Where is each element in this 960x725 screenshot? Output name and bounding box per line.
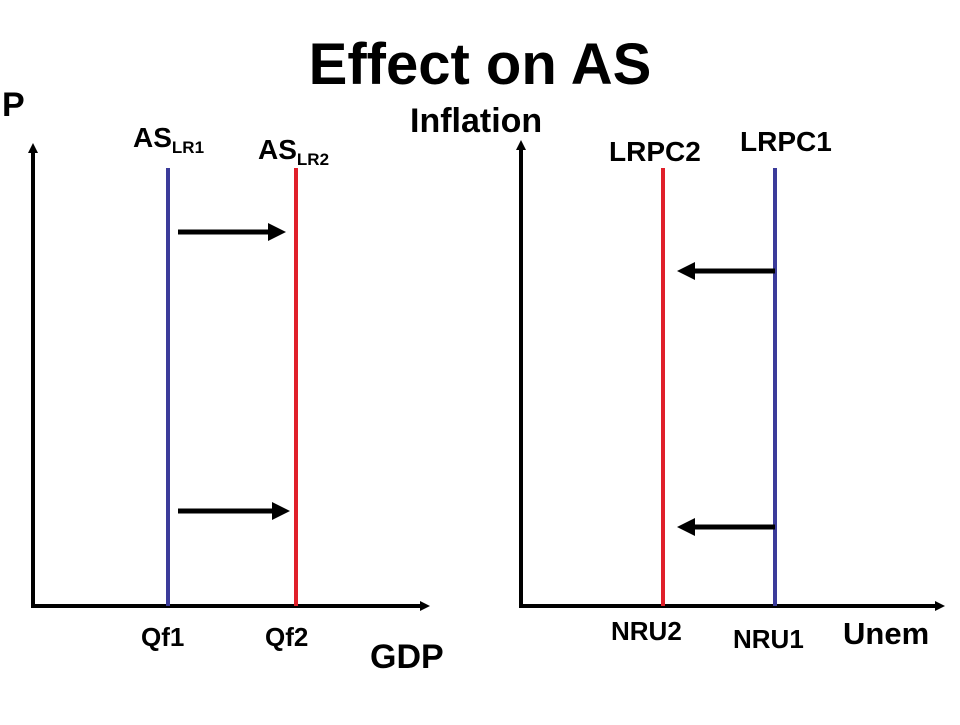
page-title: Effect on AS	[308, 32, 652, 97]
as-lr2-name: AS	[258, 134, 297, 165]
as-lr1-label: ASLR1	[133, 122, 204, 157]
as-lr1-subscript: LR1	[171, 138, 205, 157]
tick-nru2: NRU2	[611, 616, 682, 646]
as-lr1-name: AS	[133, 122, 172, 153]
right-y-axis-label: Inflation	[410, 102, 543, 140]
as-lr2-label: ASLR2	[258, 134, 329, 169]
lrpc2-label: LRPC2	[609, 136, 701, 167]
left-x-axis-label: GDP	[370, 638, 444, 676]
tick-nru1: NRU1	[733, 624, 804, 654]
right-x-axis-label: Unem	[843, 616, 930, 651]
lrpc1-label: LRPC1	[740, 126, 832, 157]
tick-qf1: Qf1	[141, 622, 185, 652]
tick-qf2: Qf2	[265, 622, 309, 652]
as-lr2-subscript: LR2	[296, 150, 330, 169]
left-y-axis-label: P	[2, 86, 25, 124]
